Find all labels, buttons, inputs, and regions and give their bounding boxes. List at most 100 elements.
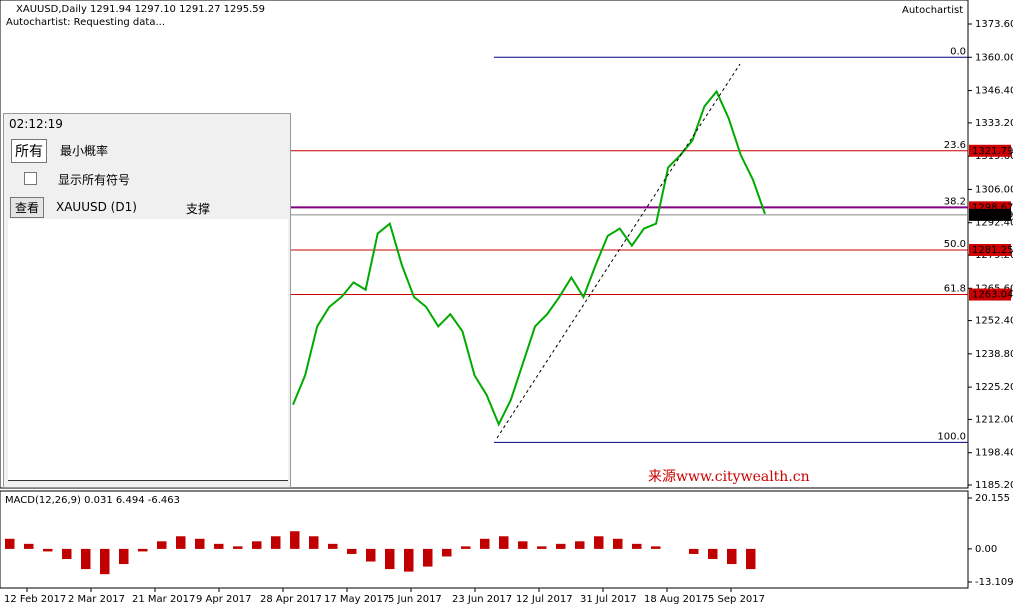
macd-bar <box>423 548 433 567</box>
x-tick-label: 21 Mar 2017 <box>132 594 195 605</box>
result-row[interactable] <box>8 248 288 278</box>
result-row[interactable] <box>8 364 288 394</box>
macd-bar <box>24 543 34 549</box>
macd-bar <box>442 548 452 557</box>
x-tick-label: 12 Feb 2017 <box>4 594 66 605</box>
x-tick-label: 23 Jun 2017 <box>452 594 512 605</box>
y-tick-label: 1333.20 <box>975 118 1013 129</box>
macd-bar <box>366 548 376 562</box>
price-box <box>969 144 1011 157</box>
macd-bar <box>347 548 357 554</box>
macd-bar <box>290 531 300 549</box>
macd-bar <box>271 536 281 549</box>
symbol-label: XAUUSD (D1) <box>56 200 137 214</box>
result-row[interactable] <box>8 393 288 423</box>
y-tick-label: 1360.00 <box>975 52 1013 63</box>
macd-bar <box>518 541 528 549</box>
macd-bar <box>81 548 91 570</box>
x-tick-label: 12 Jul 2017 <box>516 594 573 605</box>
x-tick-label: 2 Mar 2017 <box>68 594 125 605</box>
panel-time: 02:12:19 <box>9 117 63 131</box>
macd-bar <box>328 543 338 549</box>
macd-bar <box>689 548 699 554</box>
result-row[interactable] <box>8 422 288 452</box>
price-box <box>969 243 1011 256</box>
trend-line <box>496 63 741 439</box>
macd-bar <box>252 541 262 549</box>
y-tick-label: 1185.20 <box>975 480 1013 491</box>
symbol-info: XAUUSD,Daily 1291.94 1297.10 1291.27 129… <box>16 4 265 15</box>
macd-bar <box>727 548 737 565</box>
x-tick-label: 17 May 2017 <box>324 594 389 605</box>
y-tick-label: 1292.40 <box>975 218 1013 229</box>
macd-bar <box>480 538 490 549</box>
fib-ratio: 0.0 <box>950 46 966 57</box>
result-row[interactable] <box>8 451 288 481</box>
result-row[interactable] <box>8 277 288 307</box>
y-tick-label: 1212.00 <box>975 414 1013 425</box>
status: Autochartist: Requesting data... <box>6 17 165 28</box>
macd-bar <box>233 546 243 549</box>
macd-bar <box>5 538 15 549</box>
price-box <box>969 288 1011 301</box>
macd-bar <box>138 548 148 552</box>
x-tick-label: 18 Aug 2017 <box>644 594 708 605</box>
macd-bar <box>385 548 395 570</box>
macd-bar <box>176 536 186 549</box>
price-box-label: 1263.04 <box>972 290 1013 301</box>
macd-bar <box>746 548 756 570</box>
macd-bar <box>214 543 224 549</box>
brand: Autochartist <box>902 5 963 16</box>
macd-bar <box>157 541 167 549</box>
macd-tick-label: 20.155 <box>975 493 1010 504</box>
pattern-label: 支撑 <box>186 202 211 216</box>
y-tick-label: 1225.20 <box>975 382 1013 393</box>
macd-bar <box>404 548 414 572</box>
macd-bar <box>43 548 53 552</box>
y-tick-label: 1252.40 <box>975 316 1013 327</box>
result-row[interactable] <box>8 219 288 249</box>
current-price-box <box>969 208 1011 221</box>
price-line <box>292 89 766 427</box>
fib-ratio: 38.2 <box>944 196 966 207</box>
result-row[interactable] <box>8 306 288 336</box>
macd-bar <box>62 548 72 559</box>
y-tick-label: 1373.60 <box>975 19 1013 30</box>
show-all-label: 显示所有符号 <box>58 173 131 187</box>
price-box-label: 1298.67 <box>972 202 1013 213</box>
probability-label: 最小概率 <box>60 144 109 158</box>
autochartist-panel: 02:12:19 所有 最小概率 显示所有符号 查看 XAUUSD (D1) 支… <box>3 113 291 488</box>
macd-bar <box>309 536 319 549</box>
y-tick-label: 1346.40 <box>975 86 1013 97</box>
price-box-label: 1321.79 <box>972 146 1013 157</box>
y-tick-label: 1198.40 <box>975 448 1013 459</box>
view-button[interactable]: 查看 <box>10 197 45 218</box>
x-tick-label: 9 Apr 2017 <box>196 594 251 605</box>
macd-bar <box>119 548 129 565</box>
price-box-label: 1281.25 <box>972 245 1013 256</box>
result-row[interactable] <box>8 335 288 365</box>
macd-bar <box>708 548 718 559</box>
fib-ratio: 100.0 <box>937 431 966 442</box>
x-tick-label: 5 Jun 2017 <box>388 594 442 605</box>
y-tick-label: 1306.00 <box>975 184 1013 195</box>
filter-dropdown[interactable]: 所有 <box>11 139 47 163</box>
macd-bar <box>632 543 642 549</box>
y-tick-label: 1238.80 <box>975 349 1013 360</box>
macd-tick-label: 0.00 <box>975 544 997 555</box>
macd-label: MACD(12,26,9) 0.031 6.494 -6.463 <box>5 495 180 506</box>
checkbox[interactable] <box>24 172 37 185</box>
fib-ratio: 50.0 <box>944 239 966 250</box>
macd-bar <box>499 536 509 549</box>
macd-bar <box>461 546 471 549</box>
x-tick-label: 5 Sep 2017 <box>708 594 765 605</box>
macd-bar <box>613 538 623 549</box>
fib-ratio: 23.6 <box>944 140 966 151</box>
macd-bar <box>100 548 110 575</box>
macd-bar <box>651 546 661 549</box>
macd-bar <box>195 538 205 549</box>
x-tick-label: 28 Apr 2017 <box>260 594 322 605</box>
watermark: 来源www.citywealth.cn <box>648 469 810 485</box>
current-price-label: 1295.59 <box>972 210 1013 221</box>
